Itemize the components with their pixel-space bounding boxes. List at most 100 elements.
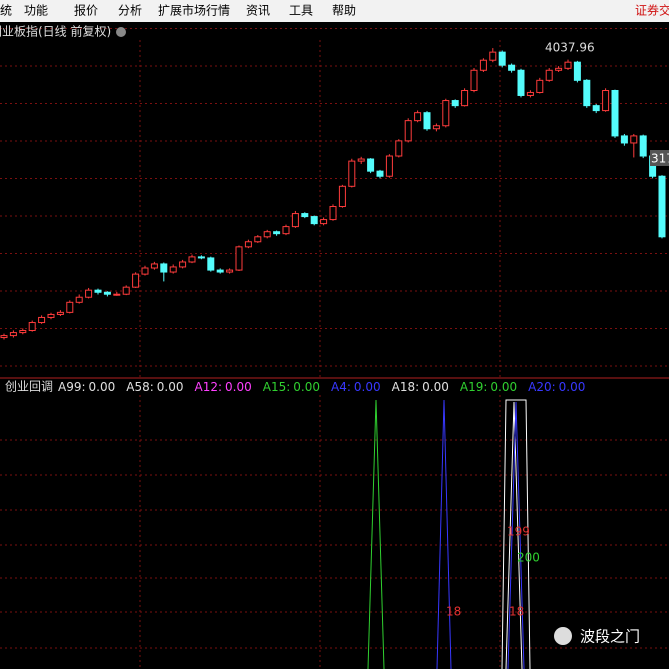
candle-body (38, 316, 46, 324)
candle-body (113, 293, 121, 296)
price-tag (650, 150, 669, 166)
candle-body (639, 135, 647, 157)
indicator-field: A58: 0.00 (126, 380, 183, 394)
menu-item[interactable]: 功能 (24, 4, 48, 18)
spike (507, 401, 525, 669)
candle-body (160, 263, 168, 273)
candle-body (385, 155, 393, 177)
candle-body (545, 69, 553, 81)
candle-body (658, 175, 666, 238)
field-name: A58: (126, 380, 154, 394)
candle-body (122, 286, 130, 295)
candle-body (19, 329, 27, 334)
candle-body (395, 140, 403, 157)
candle-body (573, 61, 581, 81)
menu: 系统功能 报价 分析 扩展市场行情 资讯 工具 帮助 证券交 (0, 3, 669, 18)
annotation: 18 (446, 605, 461, 619)
candle-body (263, 231, 271, 238)
candle-body (357, 158, 365, 162)
field-value: 0.00 (354, 380, 381, 394)
field-value: 0.00 (559, 380, 586, 394)
field-name: A15: (263, 380, 291, 394)
indicator-field: A18: 0.00 (392, 380, 449, 394)
candle-body (132, 273, 140, 288)
candle-body (583, 79, 591, 107)
candle-body (423, 112, 431, 130)
candle-body (348, 160, 356, 187)
candle-body (602, 90, 610, 112)
candle-body (338, 185, 346, 208)
candle-body (611, 90, 619, 137)
candle-body (254, 236, 262, 243)
menu-item[interactable]: 报价 (74, 3, 98, 18)
candle-body (367, 158, 375, 172)
annotation: 18 (509, 605, 524, 619)
menu-item[interactable]: 资讯 (246, 4, 270, 18)
field-value: 0.00 (490, 380, 517, 394)
field-name: A99: (58, 380, 86, 394)
candle-body (432, 125, 440, 130)
menu-item[interactable]: 分析 (118, 4, 142, 18)
candle-body (179, 261, 187, 268)
indicator-fields: A99: 0.00 A58: 0.00 A12: 0.00 A15: 0.00 A4: 0.00 A… (58, 380, 585, 394)
menu-item[interactable]: 系统 (0, 4, 12, 18)
candle-body (216, 269, 224, 273)
candle-body (103, 291, 111, 295)
candle-body (235, 246, 243, 271)
menu-item[interactable]: 帮助 (332, 4, 356, 18)
candle-body (141, 267, 149, 275)
max-label: 4037.96 (545, 41, 595, 55)
candle-body (310, 216, 318, 225)
candle-body (197, 256, 205, 259)
menu-item[interactable]: 工具 (289, 4, 313, 18)
candle-body (498, 51, 506, 66)
candle-body (9, 332, 17, 337)
h-grid-lower (0, 439, 669, 649)
candle-body (28, 322, 36, 331)
spike (436, 399, 452, 669)
candle-body (630, 135, 638, 144)
candle-body (47, 313, 55, 318)
candle-body (404, 120, 412, 142)
candle-body (0, 335, 8, 339)
field-value: 0.00 (225, 380, 252, 394)
menu-item[interactable]: 扩展市场行情 (158, 3, 230, 18)
candle-body (56, 311, 64, 315)
grid (0, 22, 669, 378)
candle-body (555, 67, 563, 71)
field-name: A19: (460, 380, 488, 394)
candle-body (451, 100, 459, 107)
candle-body (536, 79, 544, 93)
field-value: 0.00 (89, 380, 116, 394)
v-grid (139, 40, 501, 669)
candle-body (320, 219, 328, 225)
spike (505, 401, 523, 669)
field-name: A12: (195, 380, 223, 394)
dropdown[interactable] (116, 27, 126, 37)
candle-body (470, 69, 478, 92)
candle-body (479, 59, 487, 71)
candle-body (66, 301, 74, 313)
menu-item: 证券交 (635, 3, 669, 18)
indicator-field: A15: 0.00 (263, 380, 320, 394)
field-value: 0.00 (157, 380, 184, 394)
annotation: 199 (507, 525, 530, 539)
candle-body (207, 257, 215, 271)
candle-body (508, 64, 516, 71)
spike (501, 399, 531, 669)
menu-bar (0, 0, 669, 22)
candle-body (244, 241, 252, 248)
indicator-field: A99: 0.00 (58, 380, 115, 394)
watermark: 波段之门 (580, 628, 640, 646)
candle-body (226, 269, 234, 273)
candle-body (188, 256, 196, 263)
candle-body (291, 213, 299, 228)
candle-body (592, 105, 600, 112)
price-label: 317 (651, 152, 669, 166)
candle-body (329, 206, 337, 221)
indicator-field: A4: 0.00 (331, 380, 381, 394)
annotation: 200 (517, 551, 540, 565)
candle-body (282, 226, 290, 235)
indicator-field: A12: 0.00 (195, 380, 252, 394)
